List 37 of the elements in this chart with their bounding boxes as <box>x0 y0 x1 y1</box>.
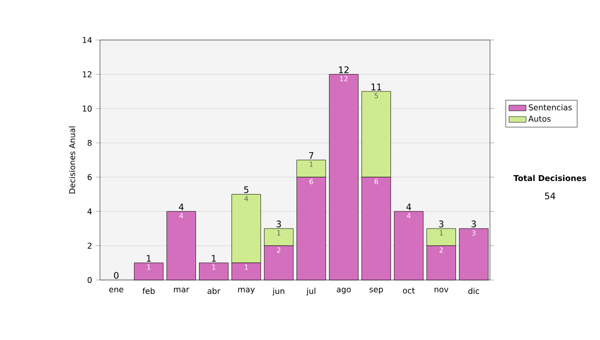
x-tick-label: sep <box>370 288 383 294</box>
x-tick-label: ene <box>109 288 124 292</box>
x-tick-label: feb <box>142 288 155 294</box>
total-label: 7 <box>309 152 314 159</box>
y-tick-label: 2 <box>88 242 92 249</box>
y-tick-label: 6 <box>88 174 92 180</box>
total-label: 12 <box>339 66 349 74</box>
y-tick-label: 14 <box>82 37 92 43</box>
total-label: 4 <box>406 204 412 210</box>
x-tick-label: oct <box>402 288 415 294</box>
total-label: 11 <box>372 84 382 90</box>
total-label: 1 <box>212 255 216 262</box>
x-tick-label: may <box>238 288 255 294</box>
total-label: 4 <box>178 204 184 210</box>
x-tick-label: abr <box>208 288 220 294</box>
y-tick-label: 8 <box>88 140 92 146</box>
y-axis-title: Decisiones Anual <box>68 126 76 194</box>
x-tick-label: jun <box>272 288 284 296</box>
total-label: 3 <box>472 220 476 228</box>
x-tick-label: dic <box>468 288 480 294</box>
total-label: 3 <box>439 220 444 228</box>
legend-label: Sentencias <box>528 104 572 110</box>
x-tick-label: nov <box>434 288 448 292</box>
total-label: 0 <box>114 272 119 279</box>
total-label: 1 <box>146 255 151 262</box>
text: 54 <box>544 192 556 200</box>
y-tick-label: 12 <box>82 71 92 78</box>
x-tick-label: mar <box>174 288 190 292</box>
total-label: 3 <box>276 220 281 228</box>
x-tick-label: jul <box>306 288 316 296</box>
text: Total Decisiones <box>513 174 586 182</box>
y-tick-label: 4 <box>88 208 92 214</box>
y-tick-label: 0 <box>88 276 92 284</box>
x-tick-label: ago <box>336 288 351 294</box>
legend-label: Autos <box>528 116 551 122</box>
total-label: 5 <box>244 186 248 194</box>
y-tick-label: 10 <box>82 106 92 112</box>
